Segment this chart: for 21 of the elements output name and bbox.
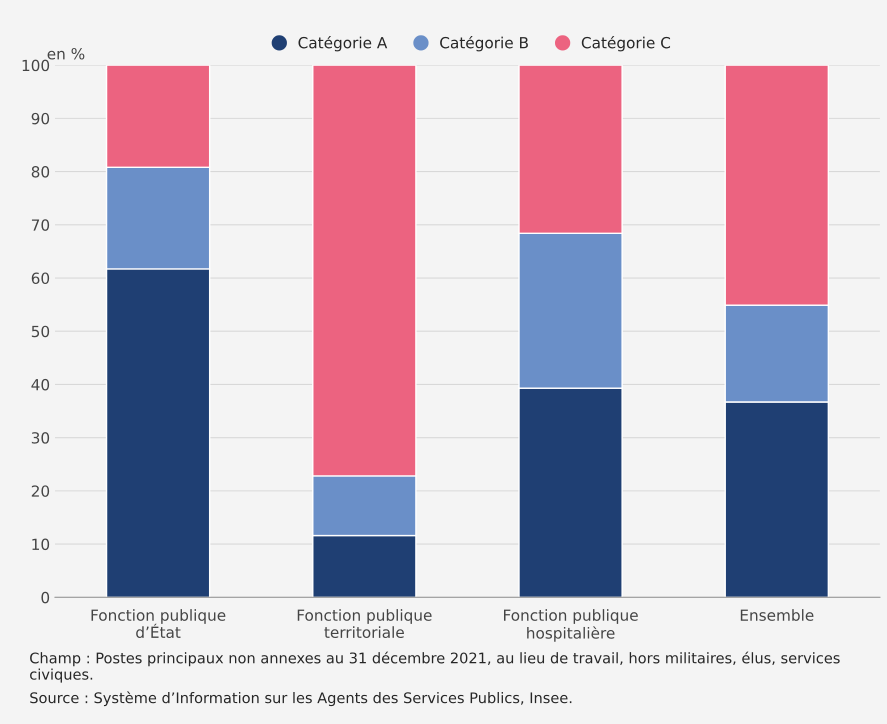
x-tick-label: Ensemble bbox=[740, 609, 814, 621]
y-tick-label: 100 bbox=[22, 60, 50, 72]
y-tick-label: 60 bbox=[32, 272, 50, 284]
y-tick-label: 30 bbox=[32, 432, 50, 444]
x-tick-label: Fonction publique hospitalière bbox=[504, 609, 638, 642]
y-tick-label: 80 bbox=[32, 166, 50, 178]
legend-label: Catégorie B bbox=[440, 36, 528, 52]
y-tick-label: 90 bbox=[32, 112, 50, 124]
text: Champ : Postes principaux non annexes au 31 décembre 2021, au lieu de travail, hors militaires, élus, services civiques. bbox=[30, 652, 840, 683]
y-tick-label: 40 bbox=[31, 378, 50, 390]
legend-label: Catégorie A bbox=[298, 36, 388, 52]
x-tick-label: Fonction publique territoriale bbox=[298, 609, 432, 638]
y-tick-label: 10 bbox=[32, 538, 50, 550]
y-axis-title: en % bbox=[48, 48, 84, 60]
source-note: Source : Système d’Information sur les Agents des Services Publics, Insee. bbox=[30, 691, 572, 706]
y-tick-label: 20 bbox=[32, 485, 50, 497]
y-tick-label: 50 bbox=[32, 326, 50, 338]
legend-label: Catégorie C bbox=[582, 36, 670, 52]
x-tick-label: Fonction publique d’État bbox=[92, 609, 226, 638]
y-tick-label: 70 bbox=[32, 219, 50, 231]
y-tick-label: 0 bbox=[41, 592, 50, 604]
